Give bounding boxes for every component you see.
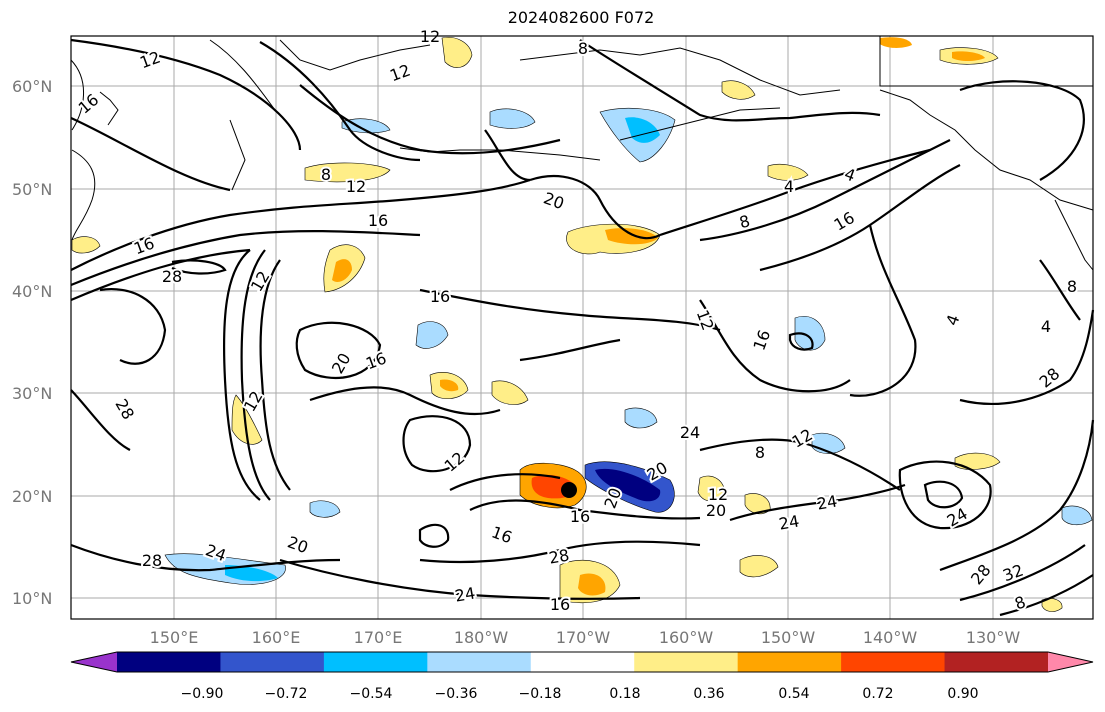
lat-label: 10°N <box>12 589 53 608</box>
lat-label: 40°N <box>12 282 53 301</box>
positive-anomaly-area <box>739 555 779 578</box>
contour-label: 4 <box>1041 317 1051 336</box>
lon-label: 140°W <box>862 628 918 647</box>
positive-anomaly-area <box>71 236 101 254</box>
lat-label: 20°N <box>12 487 53 506</box>
contour-label: 12 <box>346 177 366 196</box>
lon-label: 160°E <box>251 628 301 647</box>
colorbar-tick-label: −0.90 <box>180 686 224 702</box>
colorbar <box>70 651 1094 673</box>
negative-anomaly-area <box>624 407 658 429</box>
negative-anomaly-area <box>309 500 341 518</box>
plot-frame <box>70 35 1094 620</box>
positive-anomaly-area <box>304 162 391 183</box>
contour-label: 16 <box>550 595 570 614</box>
lat-label: 30°N <box>12 384 53 403</box>
contour-label: 8 <box>321 165 331 184</box>
colorbar-tick-label: −0.18 <box>518 686 562 702</box>
negative-anomaly-area <box>794 316 826 351</box>
colorbar-tick-label: 0.72 <box>862 686 894 702</box>
colorbar-segment <box>530 652 635 672</box>
contour-label: 8 <box>578 39 588 58</box>
positive-anomaly-area <box>697 475 726 502</box>
contour-label: 24 <box>453 583 476 605</box>
colorbar-tick-label: 0.90 <box>947 686 979 702</box>
lon-label: 150°W <box>760 628 816 647</box>
negative-anomaly-area <box>595 468 661 502</box>
lat-label: 60°N <box>12 77 53 96</box>
contour-label: 28 <box>547 545 570 567</box>
positive-anomaly-area <box>441 37 473 68</box>
contour-label: 28 <box>142 551 162 570</box>
positive-anomaly-area <box>578 573 606 596</box>
colorbar-tick-label: −0.36 <box>434 686 478 702</box>
positive-anomaly-area <box>767 164 809 181</box>
colorbar-tick-label: −0.54 <box>349 686 393 702</box>
contour-label: 16 <box>570 507 590 526</box>
negative-anomaly-area <box>415 321 449 349</box>
map-title: 2024082600 F072 <box>507 8 655 27</box>
colorbar-tick-label: 0.54 <box>778 686 810 702</box>
positive-anomaly-area <box>440 379 459 392</box>
positive-anomaly-area <box>605 228 658 245</box>
colorbar-tick-label: −0.72 <box>264 686 308 702</box>
lon-label: 180°W <box>453 628 509 647</box>
colorbar-extend-high <box>1048 652 1093 672</box>
colorbar-segment <box>323 652 428 672</box>
colorbar-segment <box>220 652 325 672</box>
colorbar-outline <box>70 651 1094 673</box>
lon-label: 160°W <box>658 628 714 647</box>
colorbar-extend-low <box>71 652 117 672</box>
contour-label: 4 <box>784 177 794 196</box>
negative-anomaly-area <box>225 565 278 582</box>
lon-label: 150°E <box>149 628 199 647</box>
contour-label: 8 <box>1067 277 1077 296</box>
colorbar-segment <box>634 652 739 672</box>
negative-anomaly-area <box>489 108 536 129</box>
positive-anomaly-area <box>952 51 985 61</box>
contour-label: 28 <box>162 267 182 286</box>
lon-label: 170°W <box>555 628 611 647</box>
colorbar-segment <box>841 652 946 672</box>
contour-label: 12 <box>708 485 728 504</box>
contour-label: 16 <box>368 211 388 230</box>
positive-anomaly-area <box>954 452 1001 470</box>
colorbar-tick-label: 0.36 <box>693 686 725 702</box>
colorbar-segment <box>944 652 1049 672</box>
shaded-field <box>71 37 1093 612</box>
contour-label: 8 <box>755 443 765 462</box>
negative-anomaly-area <box>1061 505 1093 526</box>
positive-anomaly-area <box>332 259 352 282</box>
positive-anomaly-area <box>491 380 529 405</box>
lat-label: 50°N <box>12 180 53 199</box>
contour-label: 24 <box>815 491 838 513</box>
lon-label: 170°E <box>353 628 403 647</box>
colorbar-segment <box>117 652 221 672</box>
positive-anomaly-area <box>880 37 912 48</box>
contour-label: 20 <box>706 501 726 520</box>
colorbar-tick-label: 0.18 <box>609 686 641 702</box>
contour-label: 16 <box>430 287 450 306</box>
lon-label: 130°W <box>965 628 1021 647</box>
colorbar-segment <box>427 652 532 672</box>
storm-center-marker <box>561 482 577 498</box>
positive-anomaly-area <box>721 80 756 100</box>
contour-label: 24 <box>777 511 800 533</box>
contour-lines <box>70 38 1095 617</box>
colorbar-segment <box>737 652 842 672</box>
contour-label: 24 <box>680 423 700 442</box>
